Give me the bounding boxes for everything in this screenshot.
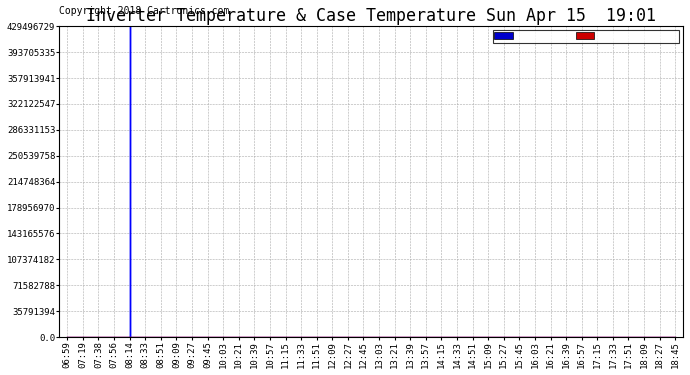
Title: Inverter Temperature & Case Temperature Sun Apr 15  19:01: Inverter Temperature & Case Temperature … [86,8,656,26]
Text: Copyright 2018 Cartronics.com: Copyright 2018 Cartronics.com [59,6,230,16]
Legend: Case  (°C), Inverter  (°C): Case (°C), Inverter (°C) [493,30,678,43]
